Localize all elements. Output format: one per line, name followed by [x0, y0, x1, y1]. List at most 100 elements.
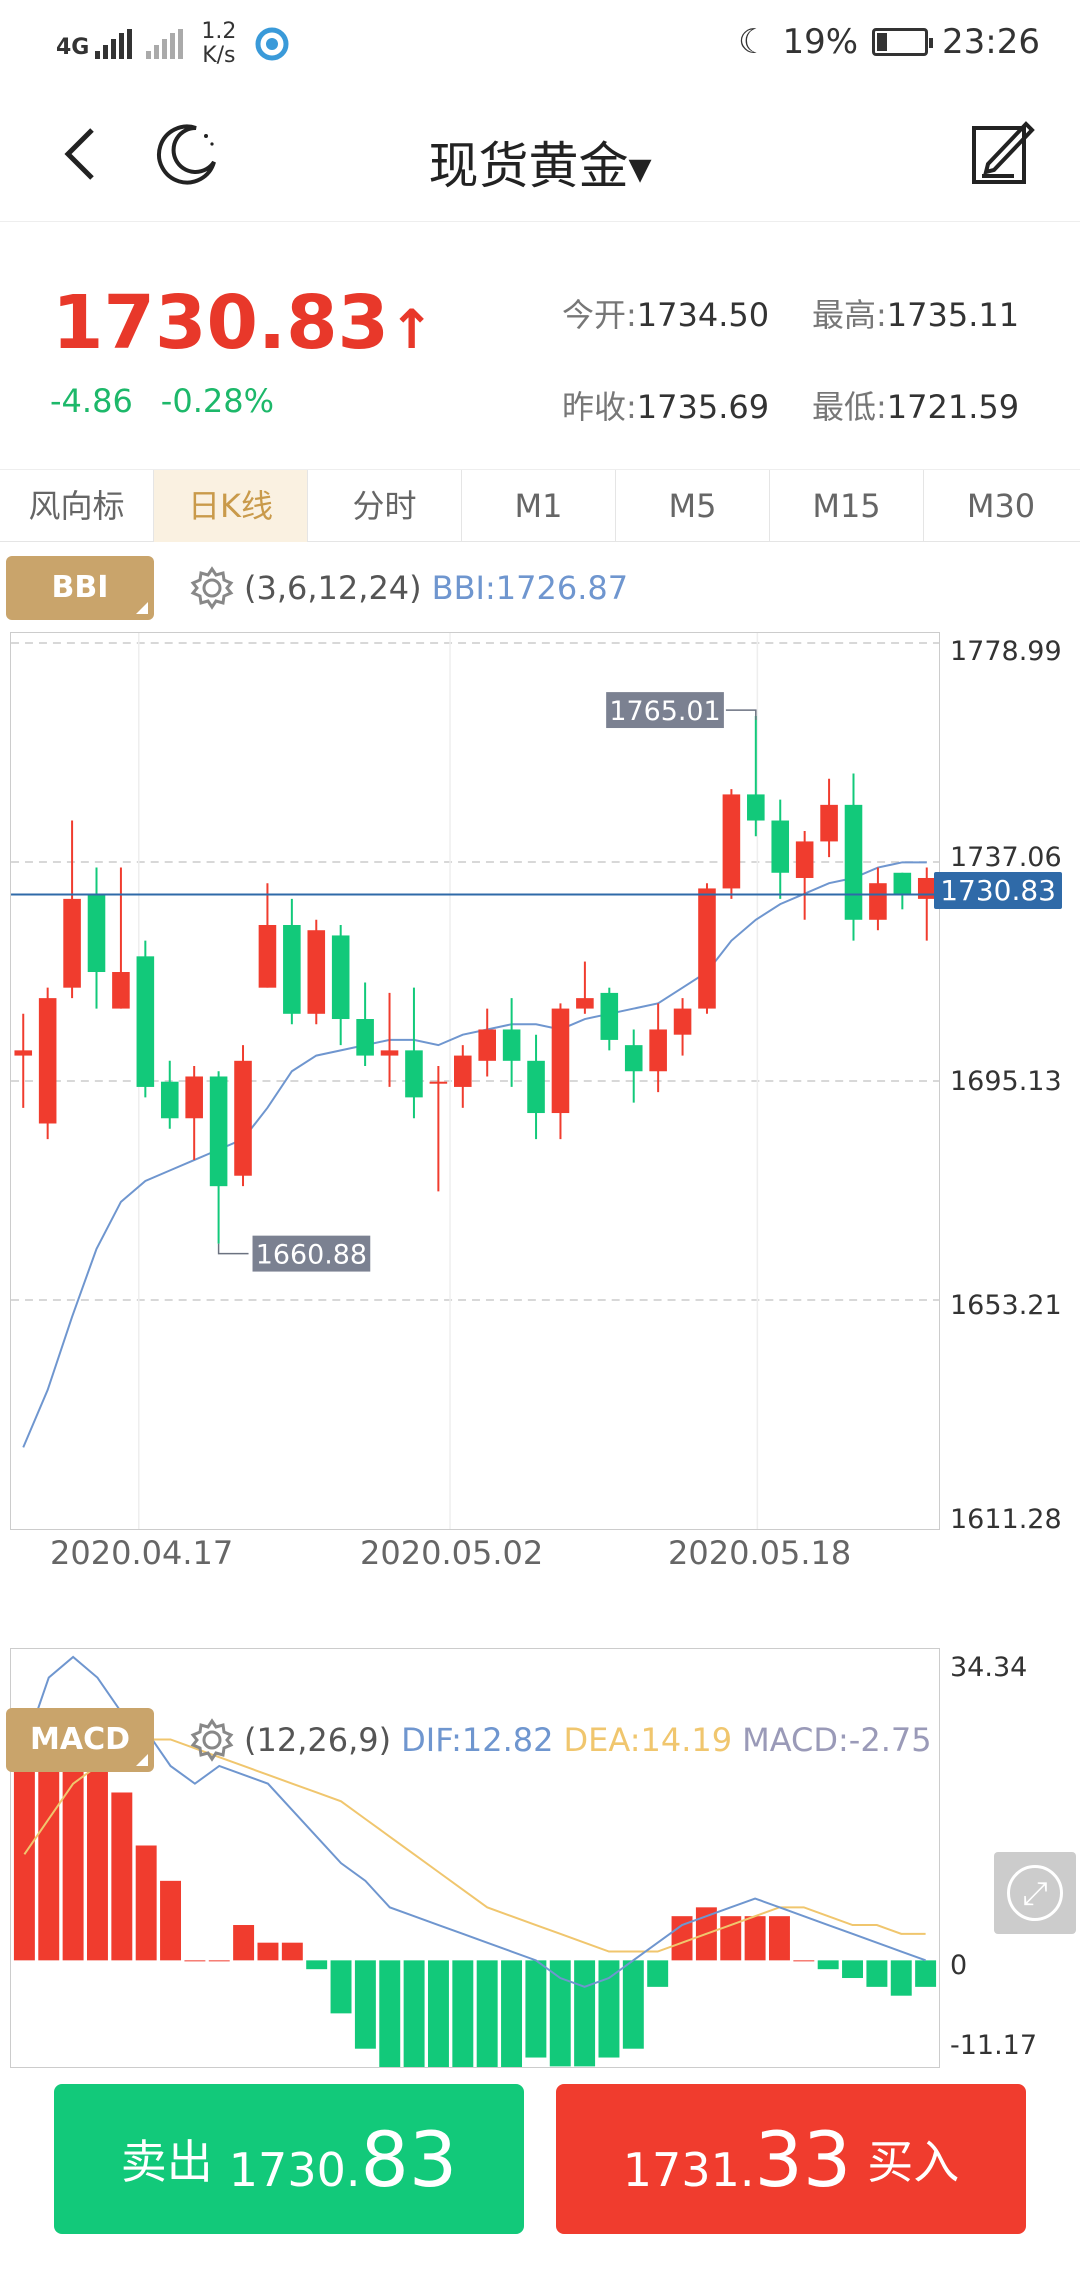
- macd-bar: [160, 1880, 182, 1961]
- macd-bar: [793, 1960, 815, 1962]
- macd-bar: [598, 1960, 620, 2058]
- max-marker-label: 1765.01: [609, 696, 720, 727]
- candle: [917, 877, 936, 899]
- x-tick-label: 2020.05.18: [668, 1534, 852, 1572]
- macd-bar: [842, 1960, 864, 1979]
- macd-bar: [38, 1748, 60, 1961]
- tab-m1[interactable]: M1: [462, 470, 616, 542]
- macd-bar: [525, 1960, 547, 2058]
- candle: [209, 1076, 228, 1187]
- bbi-indicator-button[interactable]: BBI: [6, 556, 154, 620]
- max-marker-line: [725, 709, 757, 721]
- dea-value: DEA:14.19: [563, 1721, 733, 1759]
- macd-y-tick-label: -11.17: [950, 2030, 1038, 2061]
- period-tabs: 风向标 日K线 分时 M1 M5 M15 M30: [0, 470, 1080, 542]
- candle: [820, 804, 838, 842]
- candle: [87, 893, 106, 973]
- macd-bar: [817, 1960, 839, 1970]
- macd-bar: [890, 1960, 912, 1996]
- prev-close-stat: 昨收:1735.69: [562, 388, 770, 426]
- macd-bar: [135, 1845, 157, 1961]
- night-mode-icon[interactable]: [156, 122, 220, 198]
- candle: [307, 930, 326, 1014]
- candle: [283, 924, 301, 1014]
- candle: [576, 998, 594, 1009]
- bbi-params: (3,6,12,24): [244, 569, 422, 607]
- tab-m15[interactable]: M15: [770, 470, 924, 542]
- tab-m30[interactable]: M30: [966, 487, 1036, 525]
- bbi-value: BBI:1726.87: [431, 569, 629, 607]
- network-speed: 1.2 K/s: [201, 19, 237, 68]
- macd-bar: [622, 1960, 644, 2049]
- min-marker-box: [252, 1235, 371, 1272]
- macd-bar: [866, 1960, 888, 1987]
- candle: [234, 1060, 252, 1176]
- macd-y-tick-label: 34.34: [950, 1652, 1028, 1683]
- y-tick-label: 1778.99: [950, 636, 1062, 667]
- macd-chart[interactable]: [10, 1648, 940, 2068]
- macd-bar: [549, 1960, 571, 2067]
- up-arrow-icon: ↑: [389, 298, 435, 361]
- back-arrow-icon[interactable]: [60, 122, 100, 197]
- candle: [698, 888, 716, 1009]
- macd-bar: [184, 1960, 206, 1962]
- status-bar: 4G 1.2 K/s ☾ 19% 23:26: [0, 0, 1080, 92]
- candle: [112, 972, 130, 1009]
- bbi-info: (3,6,12,24) BBI:1726.87: [190, 566, 628, 610]
- macd-bar: [403, 1960, 425, 2067]
- tab-intraday[interactable]: 分时: [308, 470, 462, 542]
- candle: [551, 1008, 570, 1114]
- candlestick-chart[interactable]: 1765.01 1660.88: [10, 632, 940, 1530]
- candle: [527, 1060, 545, 1114]
- gear-icon[interactable]: [190, 1718, 234, 1762]
- fullscreen-button[interactable]: ⤢: [994, 1852, 1076, 1934]
- candle: [673, 1008, 692, 1035]
- macd-bar: [744, 1916, 766, 1961]
- dea-line: [23, 1738, 926, 1953]
- gear-icon[interactable]: [190, 566, 234, 610]
- candle: [63, 898, 81, 988]
- candle: [14, 1050, 33, 1056]
- dif-value: DIF:12.82: [401, 1721, 554, 1759]
- macd-bar: [281, 1942, 303, 1961]
- buy-button[interactable]: 1731.33 买入: [556, 2084, 1026, 2234]
- dif-line: [23, 1655, 926, 1988]
- page-title[interactable]: 现货黄金▼: [0, 126, 1080, 198]
- macd-info: (12,26,9) DIF:12.82 DEA:14.19 MACD:-2.75: [190, 1718, 932, 1762]
- candle: [771, 820, 790, 873]
- bbi-line: [22, 861, 927, 1448]
- battery-icon: [872, 28, 934, 56]
- macd-bar: [915, 1960, 937, 1987]
- min-marker-label: 1660.88: [256, 1240, 367, 1271]
- macd-bar: [671, 1916, 693, 1961]
- clock: 23:26: [942, 22, 1040, 62]
- macd-bar: [306, 1960, 328, 1970]
- network-type: 4G: [56, 35, 90, 60]
- candle: [649, 1029, 667, 1072]
- moon-status-icon: ☾: [737, 22, 769, 62]
- macd-bar: [62, 1748, 84, 1961]
- candle: [478, 1029, 497, 1061]
- app-header: 现货黄金▼: [0, 92, 1080, 222]
- quote-panel: 1730.83↑ -4.86 -0.28% 今开:1734.50 最高:1735…: [0, 222, 1080, 470]
- candle: [893, 872, 912, 894]
- candle: [453, 1055, 472, 1087]
- y-tick-label: 1611.28: [950, 1504, 1062, 1535]
- macd-bar: [768, 1916, 790, 1961]
- min-marker-line: [217, 1243, 249, 1255]
- tab-wind-vane[interactable]: 风向标: [0, 470, 154, 542]
- high-stat: 最高:1735.11: [812, 296, 1020, 334]
- candle: [136, 956, 155, 1087]
- macd-indicator-button[interactable]: MACD: [6, 1708, 154, 1772]
- macd-bar: [354, 1960, 376, 2049]
- sell-button[interactable]: 卖出 1730.83: [54, 2084, 524, 2234]
- tab-m5[interactable]: M5: [616, 470, 770, 542]
- status-left: 4G 1.2 K/s: [56, 20, 290, 68]
- candle: [356, 1019, 374, 1056]
- macd-y-tick-label: 0: [950, 1950, 968, 1981]
- note-edit-icon[interactable]: [968, 118, 1038, 188]
- tab-daily-k[interactable]: 日K线: [154, 470, 308, 542]
- macd-bar: [208, 1960, 230, 1962]
- status-right: ☾ 19% 23:26: [738, 22, 1040, 62]
- dropdown-caret-icon: ▼: [628, 152, 652, 187]
